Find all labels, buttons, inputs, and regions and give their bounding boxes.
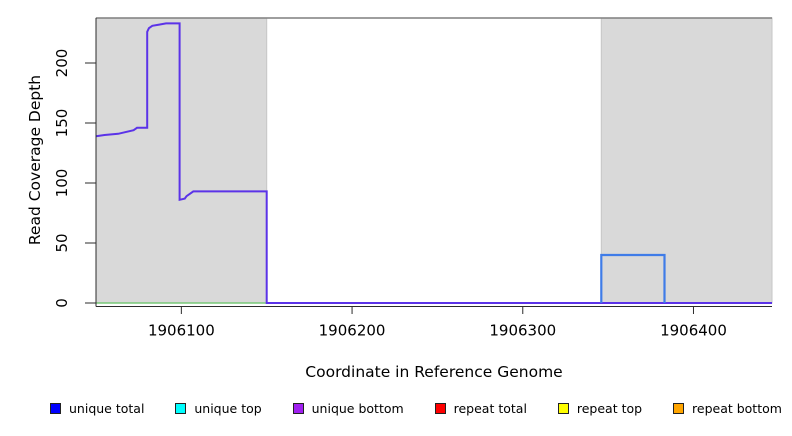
x-tick-label: 1906200 bbox=[319, 322, 386, 340]
legend-swatch-repeat-total bbox=[434, 402, 446, 414]
y-tick-label: 0 bbox=[53, 298, 71, 308]
legend-label: repeat total bbox=[453, 400, 527, 416]
legend-label: repeat bottom bbox=[692, 400, 782, 416]
x-tick-label: 1906100 bbox=[148, 322, 215, 340]
legend-label: unique bottom bbox=[311, 400, 404, 416]
y-tick-label: 50 bbox=[53, 233, 71, 252]
plot-area: 1906100 1906200 1906300 1906400 0 50 100 150 200 bbox=[53, 17, 773, 340]
x-axis-title: Coordinate in Reference Genome bbox=[305, 363, 562, 381]
legend-swatch-unique-top bbox=[175, 402, 187, 414]
series-unique-coverage-main bbox=[95, 22, 772, 304]
right-shaded-region bbox=[600, 17, 773, 304]
x-tick-label: 1906400 bbox=[660, 322, 727, 340]
x-tick-label: 1906300 bbox=[489, 322, 556, 340]
y-tick-label: 200 bbox=[53, 49, 71, 78]
y-tick-label: 150 bbox=[53, 109, 71, 138]
legend: unique total unique top unique bottom repea… bbox=[50, 398, 782, 418]
legend-swatch-unique-total bbox=[50, 402, 61, 414]
legend-item-unique-total: unique total bbox=[50, 401, 144, 416]
legend-item-repeat-top: repeat top bbox=[557, 400, 643, 416]
legend-label: repeat top bbox=[576, 400, 643, 416]
legend-item-unique-top: unique top bbox=[175, 400, 262, 416]
legend-item-repeat-total: repeat total bbox=[434, 400, 527, 416]
legend-item-repeat-bottom: repeat bottom bbox=[673, 401, 782, 416]
legend-item-unique-bottom: unique bottom bbox=[292, 400, 404, 416]
legend-swatch-repeat-bottom bbox=[673, 402, 685, 414]
legend-label: unique top bbox=[194, 400, 262, 416]
legend-swatch-repeat-top bbox=[557, 402, 569, 414]
legend-swatch-unique-bottom bbox=[292, 402, 304, 414]
series-unique-top-coverage-box bbox=[600, 253, 666, 303]
y-tick-label: 100 bbox=[53, 169, 71, 198]
left-shaded-region bbox=[95, 17, 268, 304]
legend-label: unique total bbox=[69, 400, 145, 416]
y-axis-title: Read Coverage Depth bbox=[26, 75, 44, 245]
